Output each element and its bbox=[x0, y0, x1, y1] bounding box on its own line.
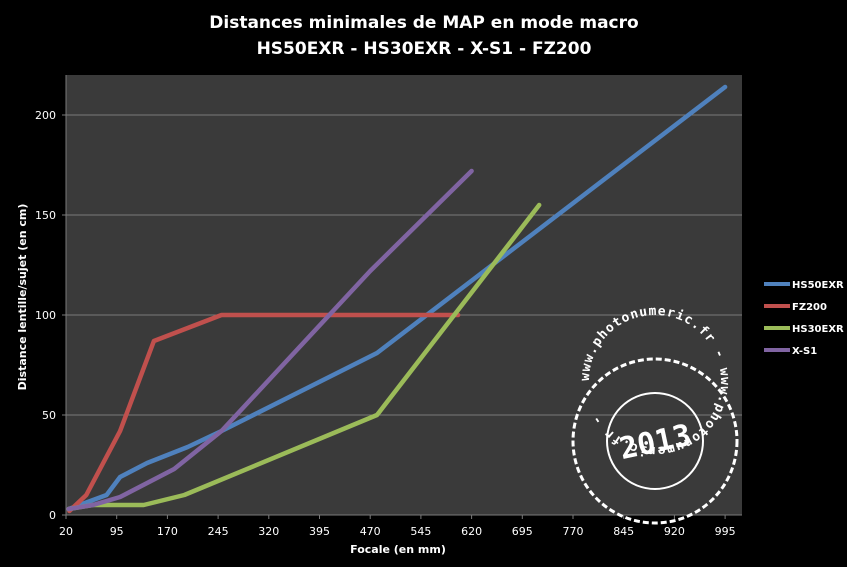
x-tick-label: 695 bbox=[512, 525, 533, 538]
legend-label-hs50exr: HS50EXR bbox=[792, 280, 844, 291]
chart-title: Distances minimales de MAP en mode macro bbox=[209, 13, 638, 33]
x-tick-label: 320 bbox=[258, 525, 279, 538]
stamp-outer-ring bbox=[571, 357, 739, 525]
y-tick-label: 200 bbox=[35, 109, 56, 122]
x-tick-label: 770 bbox=[563, 525, 584, 538]
y-axis-title: Distance lentille/sujet (en cm) bbox=[16, 204, 29, 391]
legend-label-fz200: FZ200 bbox=[792, 302, 827, 313]
chart-subtitle: HS50EXR - HS30EXR - X-S1 - FZ200 bbox=[257, 39, 592, 59]
x-tick-label: 545 bbox=[410, 525, 431, 538]
y-tick-label: 150 bbox=[35, 209, 56, 222]
x-tick-labels: 20 95 170 245 320 395 470 545 620 695 770 845 920 995 bbox=[59, 515, 736, 538]
legend-label-hs30exr: HS30EXR bbox=[792, 324, 844, 335]
series-line-x-s1 bbox=[66, 168, 474, 512]
series-line-fz200 bbox=[67, 312, 461, 514]
x-tick-label: 20 bbox=[59, 525, 73, 538]
x-tick-label: 920 bbox=[664, 525, 685, 538]
x-tick-label: 470 bbox=[360, 525, 381, 538]
x-tick-label: 245 bbox=[208, 525, 229, 538]
plot-area bbox=[66, 75, 742, 515]
stamp-inner-ring bbox=[606, 392, 704, 490]
x-axis-title: Focale (en mm) bbox=[350, 543, 446, 556]
x-tick-label: 95 bbox=[110, 525, 124, 538]
x-tick-label: 995 bbox=[715, 525, 736, 538]
y-tick-label: 50 bbox=[42, 409, 56, 422]
y-tick-label: 0 bbox=[49, 509, 56, 522]
y-tick-label: 100 bbox=[35, 309, 56, 322]
legend-label-x-s1: X-S1 bbox=[792, 346, 817, 357]
x-tick-label: 620 bbox=[461, 525, 482, 538]
x-tick-label: 395 bbox=[309, 525, 330, 538]
x-tick-label: 170 bbox=[157, 525, 178, 538]
legend: HS50EXR FZ200 HS30EXR X-S1 bbox=[764, 280, 844, 357]
series-group bbox=[66, 84, 728, 514]
y-tick-labels: 0 50 100 150 200 bbox=[35, 109, 66, 522]
x-tick-label: 845 bbox=[613, 525, 634, 538]
series-line-hs50exr bbox=[66, 84, 728, 512]
